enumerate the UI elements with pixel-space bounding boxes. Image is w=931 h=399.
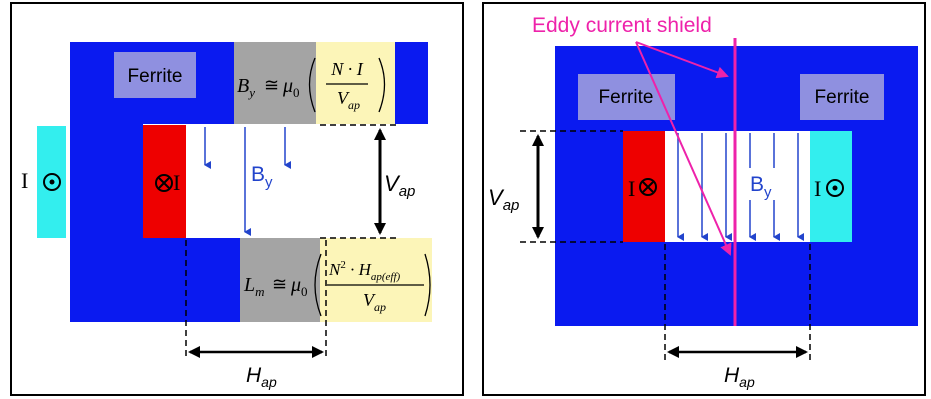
right-hap-label: Hap	[724, 364, 755, 390]
eq-lm-box	[320, 238, 432, 322]
svg-text:N · I: N · I	[330, 59, 364, 79]
right-conductor-out	[810, 131, 852, 242]
left-current-out-label: I	[21, 168, 28, 193]
left-ferrite-label: Ferrite	[128, 66, 183, 87]
right-panel: Ferrite Ferrite By I I Eddy	[482, 2, 926, 396]
svg-text:≅: ≅	[264, 75, 279, 95]
svg-text:Vap: Vap	[337, 88, 360, 112]
svg-text:Lm: Lm	[243, 274, 265, 299]
left-panel: Ferrite I I By Vap Hap	[10, 2, 464, 396]
left-ferrite-label-box	[114, 52, 196, 98]
left-hap-label: Hap	[246, 364, 277, 390]
right-conductor-into	[623, 131, 665, 242]
svg-text:By: By	[237, 75, 255, 100]
svg-text:N2 · Hap(eff): N2 · Hap(eff)	[328, 259, 401, 283]
shield-pointer-upper	[635, 41, 729, 79]
left-field-label: By	[251, 163, 273, 191]
right-current-in-label: I	[628, 176, 635, 201]
eq-by-gray	[234, 42, 316, 124]
svg-text:≅: ≅	[272, 274, 287, 294]
right-field-label-bg	[748, 168, 786, 200]
shield-pointer-lower	[635, 41, 732, 256]
right-field-label: By	[750, 173, 772, 201]
svg-text:μ0: μ0	[290, 274, 308, 299]
current-out-of-page-icon	[43, 173, 61, 191]
current-into-page-icon	[155, 174, 173, 192]
left-current-in-label: I	[173, 170, 180, 195]
right-ferrite-label-left: Ferrite	[599, 87, 654, 108]
svg-text:Vap: Vap	[363, 290, 386, 314]
left-vap-label: Vap	[384, 171, 415, 200]
shield-label: Eddy current shield	[532, 14, 712, 37]
equation-by: By ≅ μ0 N · I Vap	[237, 57, 386, 113]
right-vap-label: Vap	[488, 185, 519, 214]
right-current-out-label: I	[814, 176, 821, 201]
right-ferrite-label-right: Ferrite	[815, 87, 870, 108]
svg-text:μ0: μ0	[282, 75, 300, 100]
current-into-page-icon	[639, 178, 657, 196]
left-field-arrows	[204, 127, 291, 236]
right-ferrite-label-box-left	[578, 74, 675, 120]
eq-lm-gray	[240, 238, 320, 322]
equation-lm: Lm ≅ μ0 N2 · Hap(eff) Vap	[243, 253, 431, 317]
current-out-of-page-icon	[826, 179, 844, 197]
right-air-gap	[665, 131, 810, 242]
eq-by-box	[316, 42, 395, 124]
right-ferrite-label-box-right	[800, 74, 884, 120]
